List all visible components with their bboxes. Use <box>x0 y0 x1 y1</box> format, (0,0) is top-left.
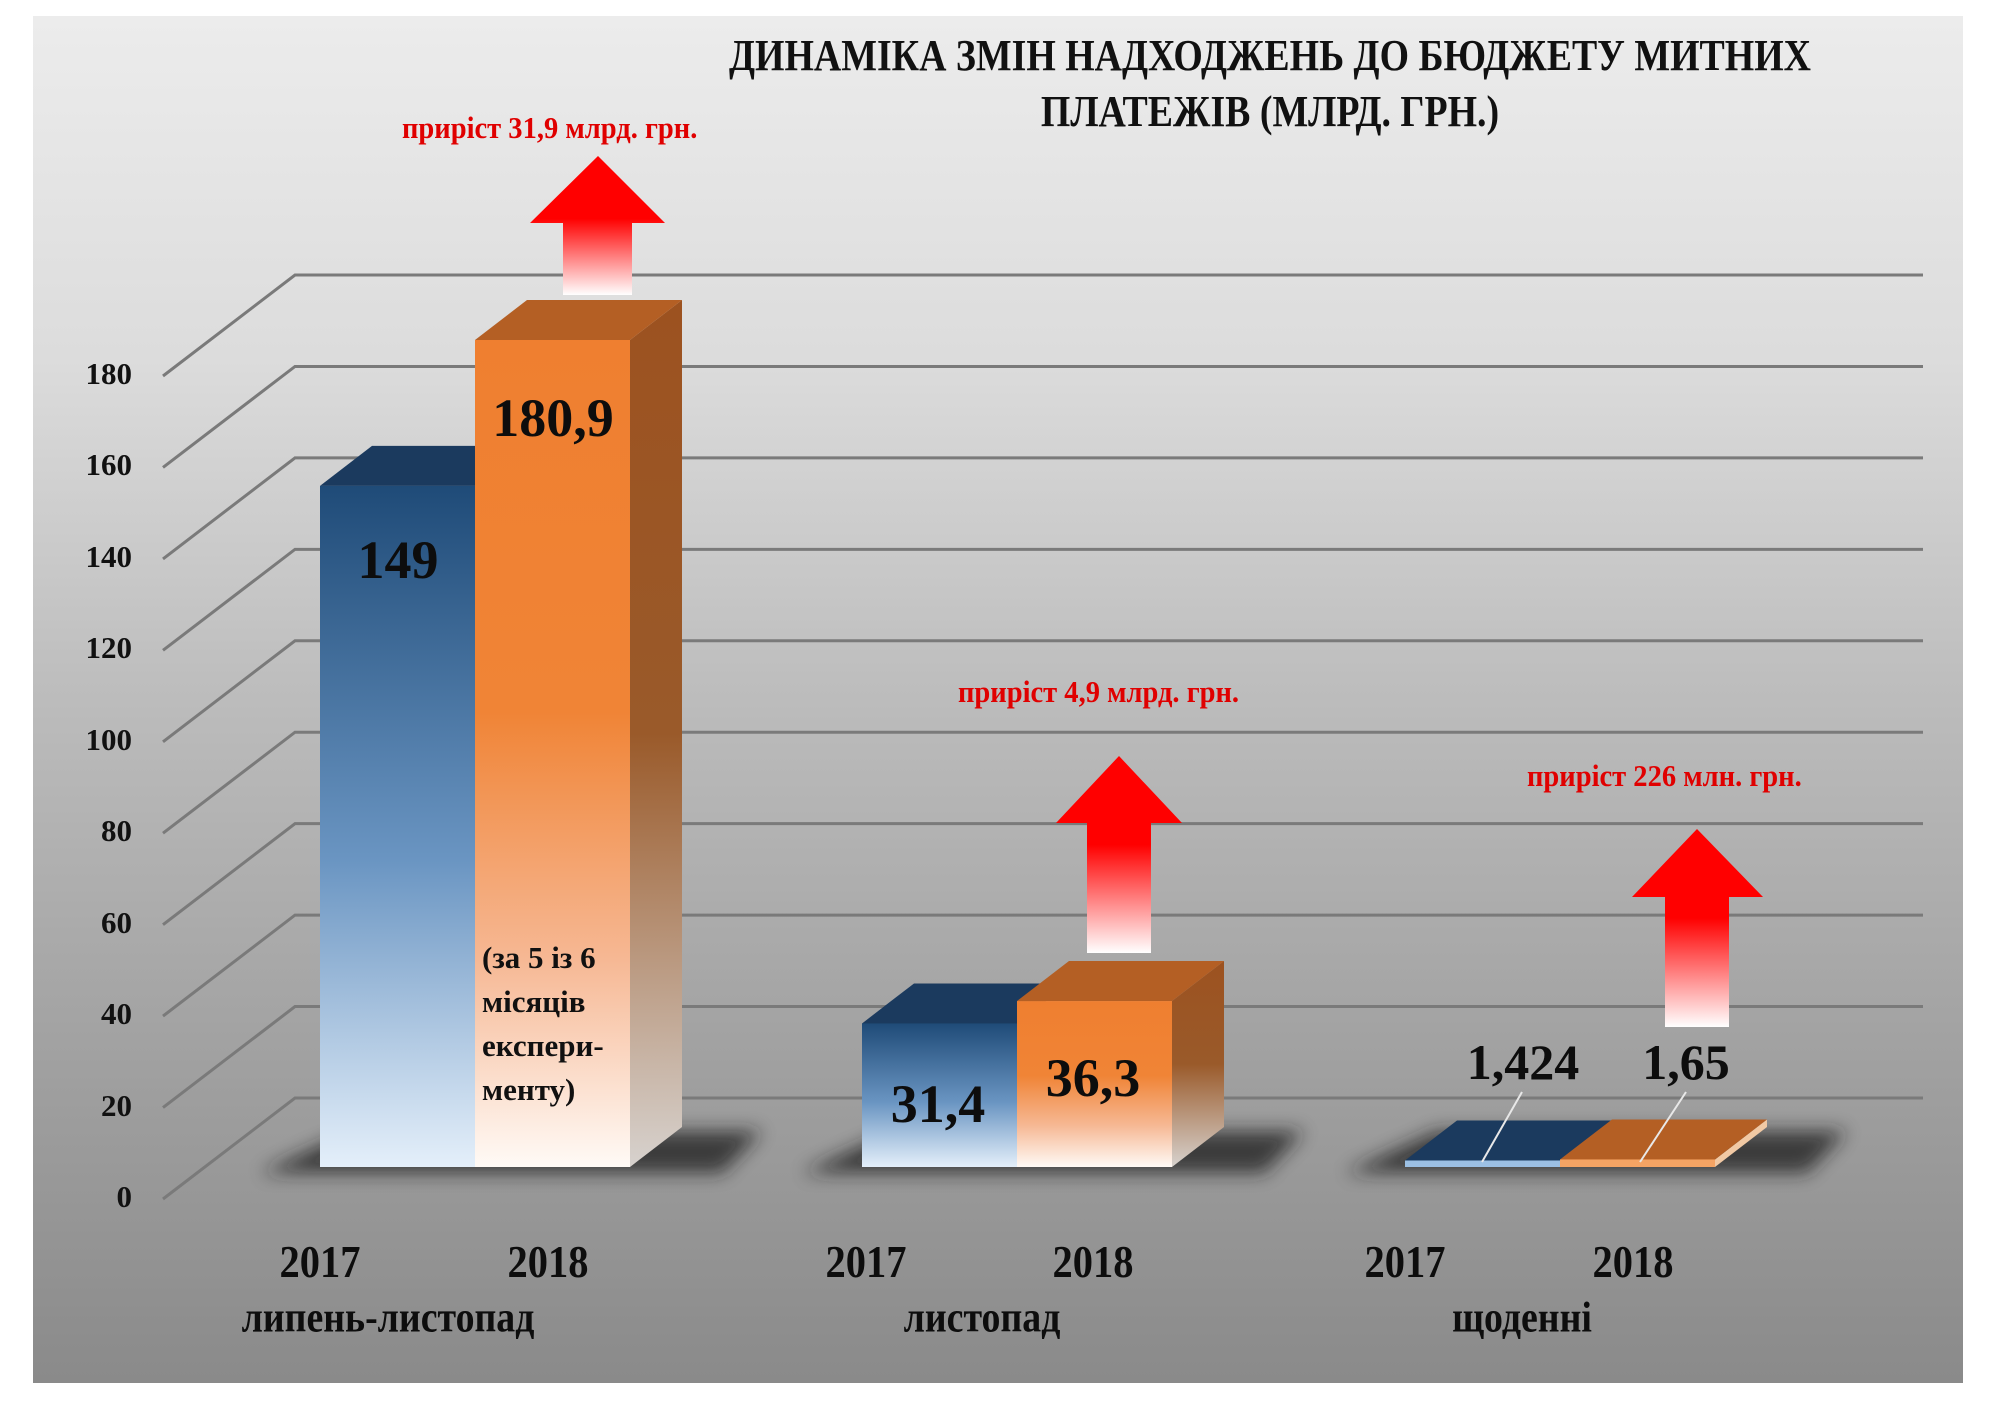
x-label-2018-group3: 2018 <box>1592 1237 1674 1287</box>
chart-title-line-1: ДИНАМІКА ЗМІН НАДХОДЖЕНЬ ДО БЮДЖЕТУ МИТН… <box>729 31 1811 80</box>
x-label-2017-group2: 2017 <box>825 1237 907 1287</box>
y-tick-label: 160 <box>85 447 133 483</box>
bar-note-line-4: менту) <box>482 1072 576 1107</box>
y-tick-label: 80 <box>101 813 132 849</box>
y-tick-label: 60 <box>101 904 132 940</box>
value-label-2017-group3: 1,424 <box>1466 1034 1580 1090</box>
arrow-up-icon-3 <box>1632 829 1763 1027</box>
category-label-3: щоденні <box>1452 1294 1592 1342</box>
value-label-2018-group2: 36,3 <box>1045 1048 1141 1108</box>
gridline <box>162 364 1923 469</box>
gridline <box>162 1096 1923 1201</box>
bar-note-line-1: (за 5 із 6 <box>482 940 596 975</box>
increase-label-1: приріст 31,9 млрд. грн. <box>402 110 698 145</box>
gridline <box>162 273 1923 378</box>
bars <box>320 300 1767 1167</box>
value-label-2017-group1: 149 <box>357 530 439 590</box>
gridline <box>162 822 1923 926</box>
y-tick-label: 100 <box>85 721 133 757</box>
bar-2017-group3 <box>1405 1120 1612 1167</box>
leader-line-2018 <box>1639 1091 1687 1163</box>
gridline <box>162 730 1923 835</box>
increase-label-2: приріст 4,9 млрд. грн. <box>958 674 1240 709</box>
gridline <box>162 913 1923 1018</box>
bar-2018-group2 <box>1017 961 1224 1167</box>
chart-title-line-2: ПЛАТЕЖІВ (МЛРД. ГРН.) <box>1040 87 1500 136</box>
value-label-2018-group1: 180,9 <box>492 388 614 448</box>
gridlines <box>162 273 1923 1201</box>
gridline <box>162 639 1923 743</box>
arrow-up-icon-2 <box>1056 756 1182 953</box>
y-tick-label: 40 <box>101 996 132 1032</box>
gridline <box>162 547 1923 652</box>
y-tick-label: 0 <box>116 1179 133 1214</box>
x-label-2017-group1: 2017 <box>279 1237 361 1287</box>
increase-label-3: приріст 226 млн. грн. <box>1527 758 1802 793</box>
y-tick-label: 140 <box>85 538 133 574</box>
value-label-2017-group2: 31,4 <box>890 1074 986 1134</box>
category-label-2: листопад <box>903 1294 1061 1342</box>
x-label-2018-group2: 2018 <box>1052 1237 1134 1287</box>
y-tick-label: 180 <box>85 356 133 391</box>
x-label-2018-group1: 2018 <box>507 1237 589 1287</box>
arrow-up-icon-1 <box>530 156 665 295</box>
bar-2018-group3 <box>1560 1119 1767 1167</box>
bar-note-line-3: експери- <box>482 1028 604 1063</box>
bar-2017-group1 <box>320 445 527 1167</box>
increase-arrows <box>530 156 1763 1027</box>
leader-lines <box>1481 1091 1687 1163</box>
y-tick-label: 20 <box>101 1087 132 1123</box>
bar-2018-group1 <box>475 300 682 1167</box>
gridline <box>162 456 1923 561</box>
leader-line-2017 <box>1481 1091 1523 1163</box>
category-label-1: липень-листопад <box>241 1294 535 1342</box>
value-label-2018-group3: 1,65 <box>1642 1034 1730 1090</box>
y-tick-label: 120 <box>85 630 133 666</box>
bar-note-line-2: місяців <box>482 984 586 1019</box>
x-label-2017-group3: 2017 <box>1364 1237 1446 1287</box>
bar-note: (за 5 із 6 місяців експери- менту) <box>482 936 604 1112</box>
gridline <box>162 1005 1923 1109</box>
